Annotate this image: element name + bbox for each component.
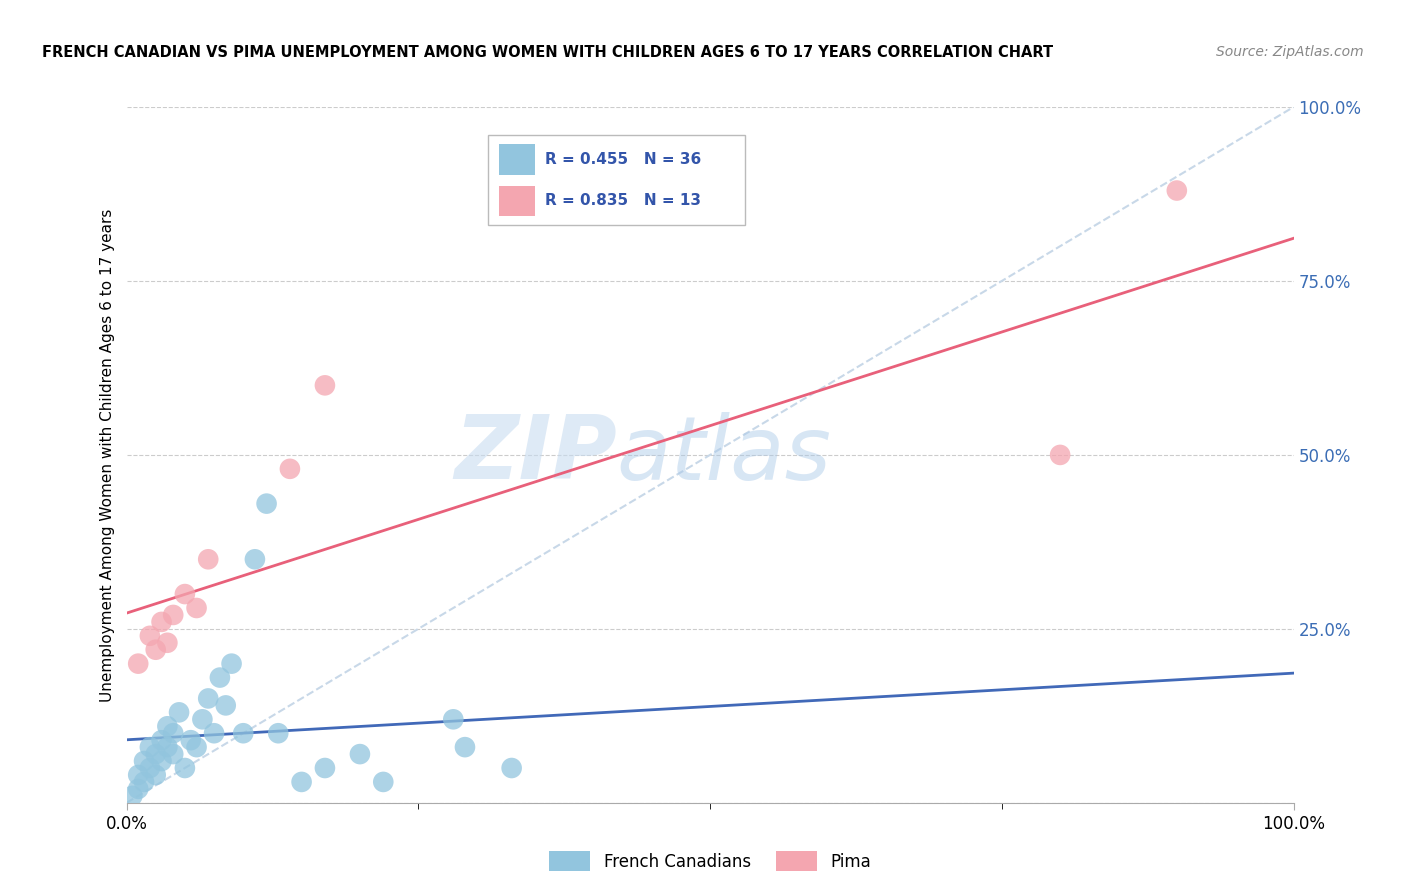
Point bbox=[278, 462, 301, 476]
FancyBboxPatch shape bbox=[499, 186, 534, 216]
Point bbox=[127, 768, 149, 782]
Point bbox=[314, 761, 336, 775]
Point bbox=[139, 740, 162, 755]
Point bbox=[232, 726, 254, 740]
Y-axis label: Unemployment Among Women with Children Ages 6 to 17 years: Unemployment Among Women with Children A… bbox=[100, 208, 115, 702]
Point bbox=[139, 761, 162, 775]
Point bbox=[186, 601, 208, 615]
Text: FRENCH CANADIAN VS PIMA UNEMPLOYMENT AMONG WOMEN WITH CHILDREN AGES 6 TO 17 YEAR: FRENCH CANADIAN VS PIMA UNEMPLOYMENT AMO… bbox=[42, 45, 1053, 60]
Point bbox=[162, 747, 184, 761]
FancyBboxPatch shape bbox=[499, 144, 534, 175]
Point bbox=[145, 642, 167, 657]
Point bbox=[167, 706, 190, 720]
Point bbox=[180, 733, 202, 747]
Point bbox=[174, 587, 197, 601]
Point bbox=[197, 552, 219, 566]
Point bbox=[441, 712, 464, 726]
Text: ZIP: ZIP bbox=[454, 411, 617, 499]
Point bbox=[243, 552, 266, 566]
Point bbox=[156, 719, 179, 733]
Point bbox=[1166, 184, 1188, 198]
Point bbox=[267, 726, 290, 740]
Point bbox=[202, 726, 225, 740]
Point bbox=[145, 768, 167, 782]
Point bbox=[256, 497, 278, 511]
Point bbox=[215, 698, 238, 713]
Point bbox=[156, 740, 179, 755]
Point bbox=[127, 657, 149, 671]
Point bbox=[156, 636, 179, 650]
Point bbox=[150, 754, 173, 768]
Point bbox=[139, 629, 162, 643]
Point bbox=[162, 726, 184, 740]
Point bbox=[132, 754, 155, 768]
Point bbox=[197, 691, 219, 706]
FancyBboxPatch shape bbox=[488, 135, 745, 226]
Point bbox=[349, 747, 371, 761]
Point bbox=[186, 740, 208, 755]
Point bbox=[208, 671, 231, 685]
Point bbox=[290, 775, 312, 789]
Legend: French Canadians, Pima: French Canadians, Pima bbox=[541, 845, 879, 878]
Point bbox=[162, 607, 184, 622]
Point bbox=[150, 615, 173, 629]
Point bbox=[191, 712, 214, 726]
Point bbox=[150, 733, 173, 747]
Text: Source: ZipAtlas.com: Source: ZipAtlas.com bbox=[1216, 45, 1364, 59]
Text: R = 0.835   N = 13: R = 0.835 N = 13 bbox=[544, 194, 700, 209]
Text: R = 0.455   N = 36: R = 0.455 N = 36 bbox=[544, 152, 702, 167]
Point bbox=[127, 781, 149, 796]
Point bbox=[454, 740, 477, 755]
Text: atlas: atlas bbox=[617, 412, 831, 498]
Point bbox=[121, 789, 143, 803]
Point bbox=[314, 378, 336, 392]
Point bbox=[501, 761, 523, 775]
Point bbox=[174, 761, 197, 775]
Point bbox=[132, 775, 155, 789]
Point bbox=[145, 747, 167, 761]
Point bbox=[221, 657, 243, 671]
Point bbox=[1049, 448, 1071, 462]
Point bbox=[373, 775, 395, 789]
